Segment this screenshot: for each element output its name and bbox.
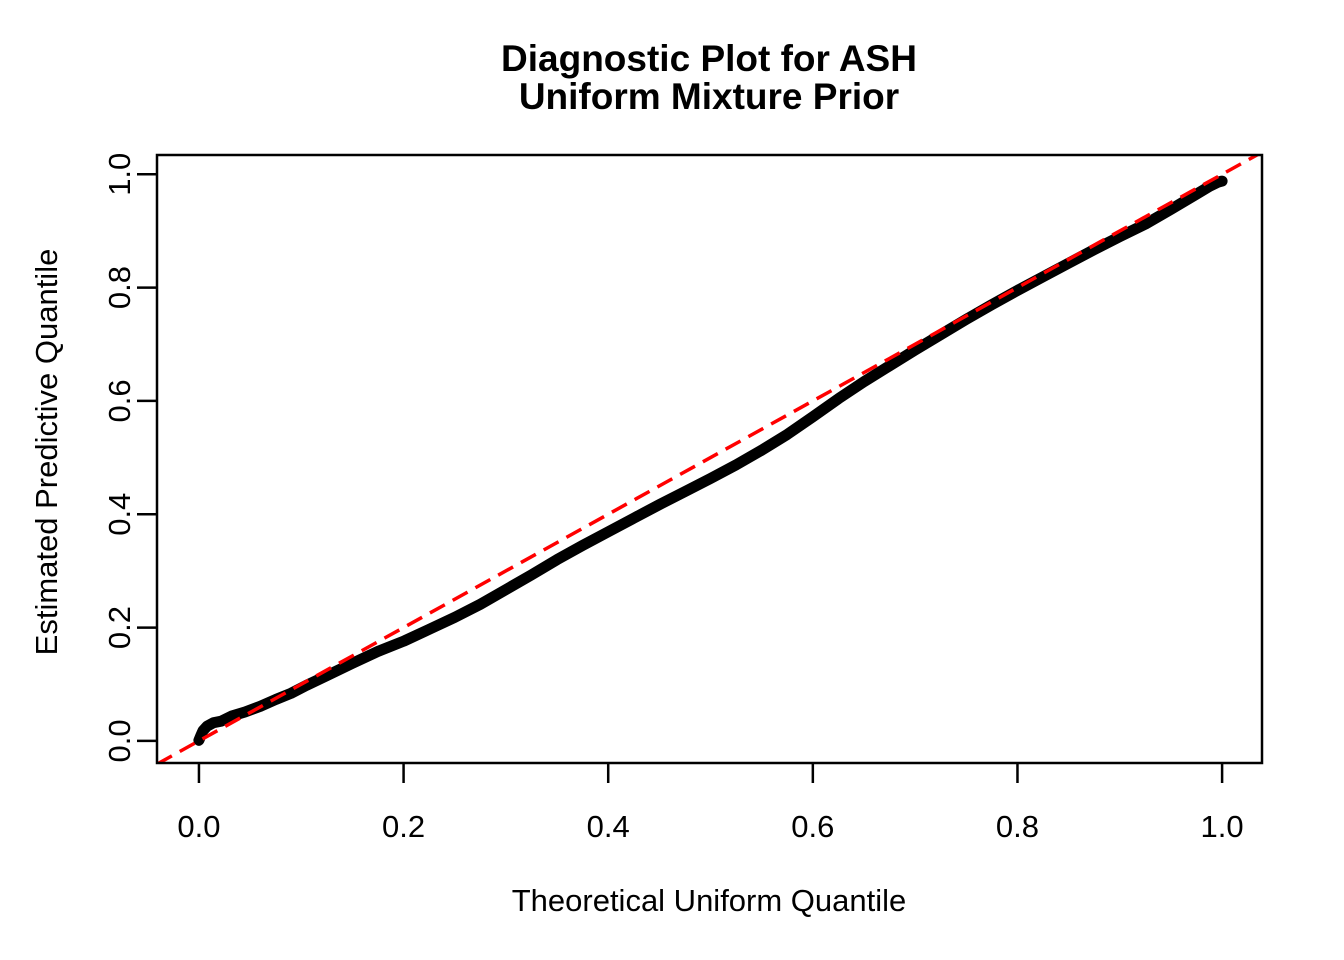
plot-title-line-1: Diagnostic Plot for ASH bbox=[501, 38, 917, 79]
x-axis-ticks: 0.0 0.2 0.4 0.6 0.8 1.0 bbox=[177, 763, 1244, 844]
y-axis-ticks: 0.0 0.2 0.4 0.6 0.8 1.0 bbox=[102, 153, 157, 762]
x-tick-label: 0.4 bbox=[587, 809, 630, 844]
x-tick-label: 1.0 bbox=[1201, 809, 1244, 844]
y-tick-label: 0.4 bbox=[102, 493, 137, 536]
y-tick-label: 0.0 bbox=[102, 719, 137, 762]
y-axis-title: Estimated Predictive Quantile bbox=[29, 249, 64, 656]
x-tick-label: 0.6 bbox=[791, 809, 834, 844]
reference-line bbox=[157, 155, 1261, 763]
x-tick-label: 0.8 bbox=[996, 809, 1039, 844]
y-tick-label: 0.6 bbox=[102, 379, 137, 422]
y-tick-label: 1.0 bbox=[102, 153, 137, 196]
y-tick-label: 0.2 bbox=[102, 606, 137, 649]
plot-series bbox=[157, 155, 1261, 763]
plot-title-line-2: Uniform Mixture Prior bbox=[519, 76, 899, 117]
qq-curve bbox=[193, 175, 1228, 746]
x-tick-label: 0.2 bbox=[382, 809, 425, 844]
x-axis-title: Theoretical Uniform Quantile bbox=[512, 883, 907, 918]
x-tick-label: 0.0 bbox=[177, 809, 220, 844]
y-tick-label: 0.8 bbox=[102, 266, 137, 309]
plot-border bbox=[155, 153, 1264, 765]
